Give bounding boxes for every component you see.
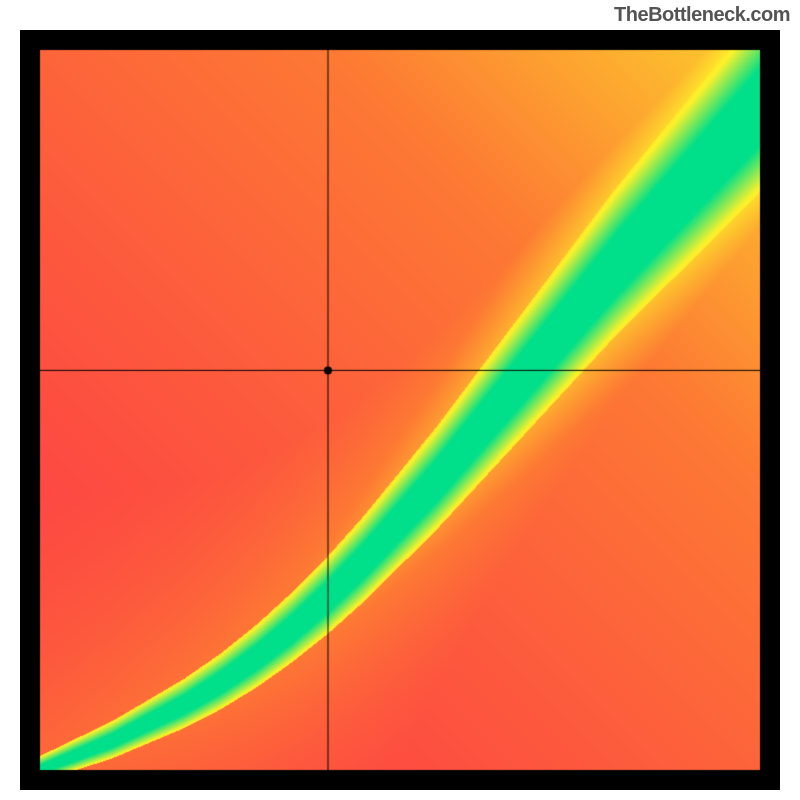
attribution-text: TheBottleneck.com: [614, 4, 790, 27]
bottleneck-heatmap: [20, 30, 780, 790]
chart-frame: TheBottleneck.com: [0, 0, 800, 800]
